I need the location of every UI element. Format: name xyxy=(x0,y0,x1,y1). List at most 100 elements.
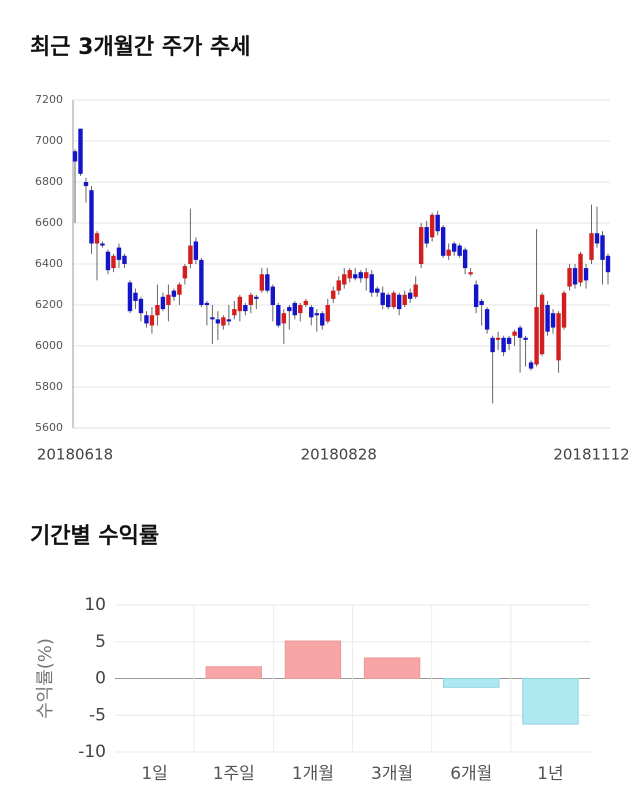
candle-body xyxy=(375,288,380,293)
bar xyxy=(284,640,342,680)
candle-body xyxy=(473,284,479,308)
candle-body xyxy=(243,305,248,312)
y-tick-label: 5800 xyxy=(35,380,63,393)
candle-body xyxy=(386,294,391,308)
candle-body xyxy=(287,307,292,312)
candle-body xyxy=(594,233,600,244)
candle-body xyxy=(89,190,94,244)
candle-body xyxy=(155,305,160,316)
x-tick-label: 20180618 xyxy=(37,446,113,464)
candle-body xyxy=(353,274,358,279)
y-tick-label: 7200 xyxy=(35,93,63,106)
candle-body xyxy=(100,243,105,246)
candle-body xyxy=(451,243,457,252)
candle-body xyxy=(484,309,490,330)
candle-body xyxy=(276,305,281,326)
candle-body xyxy=(402,294,407,305)
candle-body xyxy=(578,253,583,283)
candle-body xyxy=(347,270,352,279)
candle-body xyxy=(303,300,308,305)
candle-body xyxy=(133,292,138,301)
candle-body xyxy=(309,307,314,318)
candle-body xyxy=(550,313,556,328)
candle-body xyxy=(270,286,276,305)
candle-body xyxy=(237,296,243,312)
candle-body xyxy=(435,214,440,232)
candle-body xyxy=(506,337,512,344)
candle-body xyxy=(116,247,122,260)
y-tick-label: 6200 xyxy=(35,298,63,311)
y-axis-label: 수익률(%) xyxy=(35,638,56,719)
y-tick-label: -5 xyxy=(89,705,106,725)
candle-body xyxy=(545,305,550,332)
candle-body xyxy=(600,235,605,260)
candle-body xyxy=(589,233,594,260)
candle-body xyxy=(418,227,424,264)
candle-body xyxy=(429,214,435,238)
candle-body xyxy=(160,296,166,310)
candle-body xyxy=(336,280,341,291)
candle-body xyxy=(325,305,330,322)
candle-body xyxy=(561,292,567,328)
chart-title: 최근 3개월간 주가 추세 xyxy=(30,35,250,60)
candle-body xyxy=(512,331,517,336)
candle-body xyxy=(138,298,144,314)
y-tick-label: 6600 xyxy=(35,216,63,229)
y-tick-label: 5 xyxy=(95,632,106,652)
candle-body xyxy=(259,274,265,291)
candle-body xyxy=(358,272,363,279)
x-tick-label: 20180828 xyxy=(301,446,377,464)
candle-body xyxy=(105,251,111,271)
y-tick-label: 7000 xyxy=(35,134,63,147)
candle-body xyxy=(265,274,270,291)
candle-body xyxy=(539,294,545,355)
candle-body xyxy=(144,315,149,324)
x-tick-label: 1개월 xyxy=(292,764,334,784)
candle-body xyxy=(523,337,528,340)
candle-body xyxy=(446,249,451,256)
candle-body xyxy=(226,319,232,322)
candle-body xyxy=(479,300,484,305)
candle-body xyxy=(171,290,177,297)
candle-body xyxy=(188,245,193,264)
candle-body xyxy=(517,327,523,338)
candle-body xyxy=(369,274,374,293)
candle-body xyxy=(215,319,221,324)
candle-body xyxy=(380,292,385,305)
candle-body xyxy=(314,313,319,316)
candle-body xyxy=(72,151,78,162)
candle-body xyxy=(534,307,539,365)
candle-body xyxy=(83,182,89,187)
candle-body xyxy=(407,292,413,299)
y-tick-label: 6800 xyxy=(35,175,63,188)
candle-body xyxy=(364,272,369,279)
candle-body xyxy=(177,284,182,295)
candle-body xyxy=(440,227,446,256)
candle-body xyxy=(468,272,473,275)
candle-body xyxy=(298,305,303,314)
candle-body xyxy=(462,249,468,269)
y-tick-label: 6000 xyxy=(35,339,63,352)
candle-body xyxy=(149,315,155,326)
y-tick-label: 10 xyxy=(84,595,106,615)
candle-body xyxy=(424,227,429,244)
candle-body xyxy=(495,337,501,340)
candle-body xyxy=(391,292,396,308)
candle-body xyxy=(292,302,297,316)
candle-body xyxy=(583,268,589,281)
candle-body xyxy=(331,290,336,299)
candle-body xyxy=(413,284,418,297)
bar xyxy=(363,657,421,679)
candle-body xyxy=(490,337,495,353)
candle-body xyxy=(254,296,259,299)
candle-body xyxy=(182,266,188,279)
candle-body xyxy=(221,317,226,326)
candle-body xyxy=(281,313,287,324)
candle-body xyxy=(111,255,116,269)
candle-body xyxy=(78,128,83,174)
x-tick-label: 1일 xyxy=(141,764,167,784)
candle-body xyxy=(127,282,133,312)
candle-body xyxy=(199,259,204,305)
x-tick-label: 1년 xyxy=(537,764,563,784)
